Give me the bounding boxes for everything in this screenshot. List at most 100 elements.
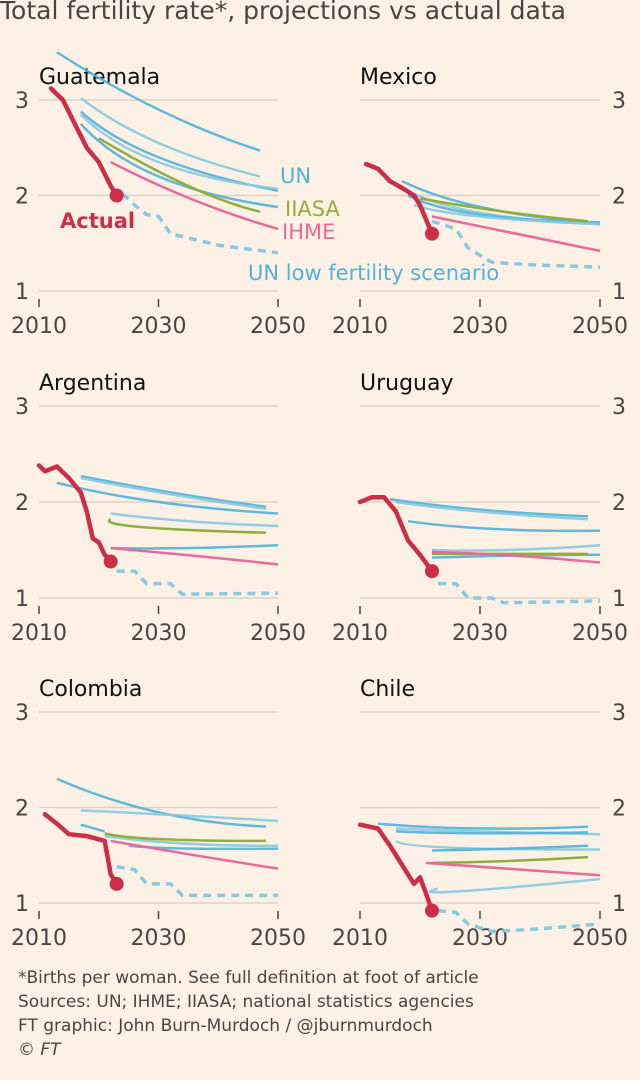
- y-tick-label: 1: [15, 587, 29, 612]
- x-tick-label: 2030: [452, 621, 508, 646]
- series-actual: [48, 86, 119, 198]
- series-un: [377, 822, 589, 830]
- series-un-low: [437, 908, 601, 934]
- x-tick-label: 2010: [11, 314, 67, 339]
- label-iiasa: IIASA: [285, 197, 340, 221]
- y-tick-label: 3: [612, 395, 626, 420]
- series-un: [80, 809, 279, 823]
- panel-colombia: Colombia 1 2 3 2010 2030 2050: [11, 677, 306, 951]
- footer: *Births per woman. See full definition a…: [18, 966, 479, 1062]
- y-tick-label: 3: [612, 701, 626, 726]
- series-iiasa: [419, 197, 589, 223]
- series-un: [80, 474, 267, 509]
- series-iiasa: [107, 518, 267, 534]
- series-un: [394, 839, 601, 851]
- sources: Sources: UN; IHME; IIASA; national stati…: [18, 992, 474, 1012]
- series-un: [80, 476, 267, 510]
- series-un: [407, 519, 601, 533]
- x-tick-label: 2050: [250, 926, 306, 951]
- series-group: [357, 494, 601, 605]
- series-un: [389, 497, 589, 518]
- series-un: [80, 823, 106, 833]
- x-tick-label: 2030: [452, 314, 508, 339]
- y-tick-label: 1: [15, 892, 29, 917]
- x-tick-label: 2030: [131, 926, 187, 951]
- x-tick-label: 2010: [332, 926, 388, 951]
- series-un: [413, 203, 601, 226]
- x-tick-label: 2010: [332, 314, 388, 339]
- actual-latest-point: [425, 226, 439, 241]
- series-actual: [42, 811, 119, 887]
- panel-title: Uruguay: [360, 371, 454, 396]
- copyright: © FT: [18, 1040, 61, 1060]
- series-un: [110, 543, 279, 550]
- series-group: [363, 161, 601, 269]
- series-un: [431, 844, 589, 852]
- series-ihme: [110, 546, 279, 566]
- panel-title: Mexico: [360, 65, 437, 90]
- actual-latest-point: [425, 564, 439, 579]
- panel-title: Chile: [360, 677, 415, 702]
- series-iiasa: [104, 832, 267, 843]
- series-iiasa: [98, 137, 261, 213]
- y-tick-label: 3: [15, 701, 29, 726]
- series-un: [110, 512, 279, 528]
- label-un: UN: [280, 164, 311, 188]
- series-group: [36, 463, 279, 596]
- x-tick-label: 2010: [332, 621, 388, 646]
- actual-latest-point: [103, 554, 118, 569]
- x-tick-label: 2050: [572, 621, 628, 646]
- y-tick-label: 3: [15, 89, 29, 114]
- series-un: [395, 500, 589, 521]
- y-tick-label: 2: [612, 797, 626, 822]
- series-ihme: [431, 215, 601, 253]
- series-un: [431, 543, 601, 552]
- panel-chile: Chile 1 2 3 2010 2030 2050: [332, 677, 628, 951]
- series-ihme: [110, 160, 279, 231]
- series-un: [56, 51, 261, 152]
- series-un: [56, 481, 279, 515]
- label-un-low: UN low fertility scenario: [248, 261, 499, 285]
- series-actual: [357, 822, 435, 913]
- series-un: [80, 97, 261, 178]
- series-actual: [357, 494, 435, 574]
- y-tick-label: 2: [15, 491, 29, 516]
- chart-title: Total fertility rate*, projections vs ac…: [0, 0, 566, 25]
- series-un: [79, 123, 279, 209]
- actual-latest-point: [109, 876, 124, 891]
- x-tick-label: 2010: [11, 926, 67, 951]
- series-un-low: [116, 864, 278, 898]
- series-actual: [36, 463, 113, 564]
- series-ihme: [425, 861, 601, 877]
- series-un-low: [116, 569, 279, 596]
- y-tick-label: 3: [612, 89, 626, 114]
- series-actual: [363, 161, 435, 236]
- y-tick-label: 1: [612, 892, 626, 917]
- credit: FT graphic: John Burn-Murdoch / @jburnmu…: [18, 1016, 433, 1036]
- series-group: [42, 777, 279, 898]
- label-actual: Actual: [60, 209, 135, 233]
- y-tick-label: 2: [612, 491, 626, 516]
- series-iiasa: [431, 855, 589, 865]
- series-un: [79, 113, 279, 191]
- x-tick-label: 2010: [11, 621, 67, 646]
- series-group: [357, 822, 601, 934]
- y-tick-label: 2: [612, 185, 626, 210]
- y-tick-label: 1: [15, 280, 29, 305]
- actual-latest-point: [425, 903, 439, 918]
- actual-latest-point: [109, 188, 124, 203]
- y-tick-label: 1: [612, 280, 626, 305]
- series-group: [48, 51, 279, 255]
- label-ihme: IHME: [282, 220, 335, 244]
- footnote: *Births per woman. See full definition a…: [18, 968, 479, 988]
- y-tick-label: 3: [15, 395, 29, 420]
- series-un: [104, 834, 279, 848]
- series-un: [56, 777, 267, 828]
- x-tick-label: 2030: [131, 621, 187, 646]
- x-tick-label: 2030: [452, 926, 508, 951]
- series-un-low: [121, 192, 279, 255]
- series-un-low: [431, 219, 601, 269]
- panel-uruguay: Uruguay 1 2 3 2010 2030 2050: [332, 371, 628, 646]
